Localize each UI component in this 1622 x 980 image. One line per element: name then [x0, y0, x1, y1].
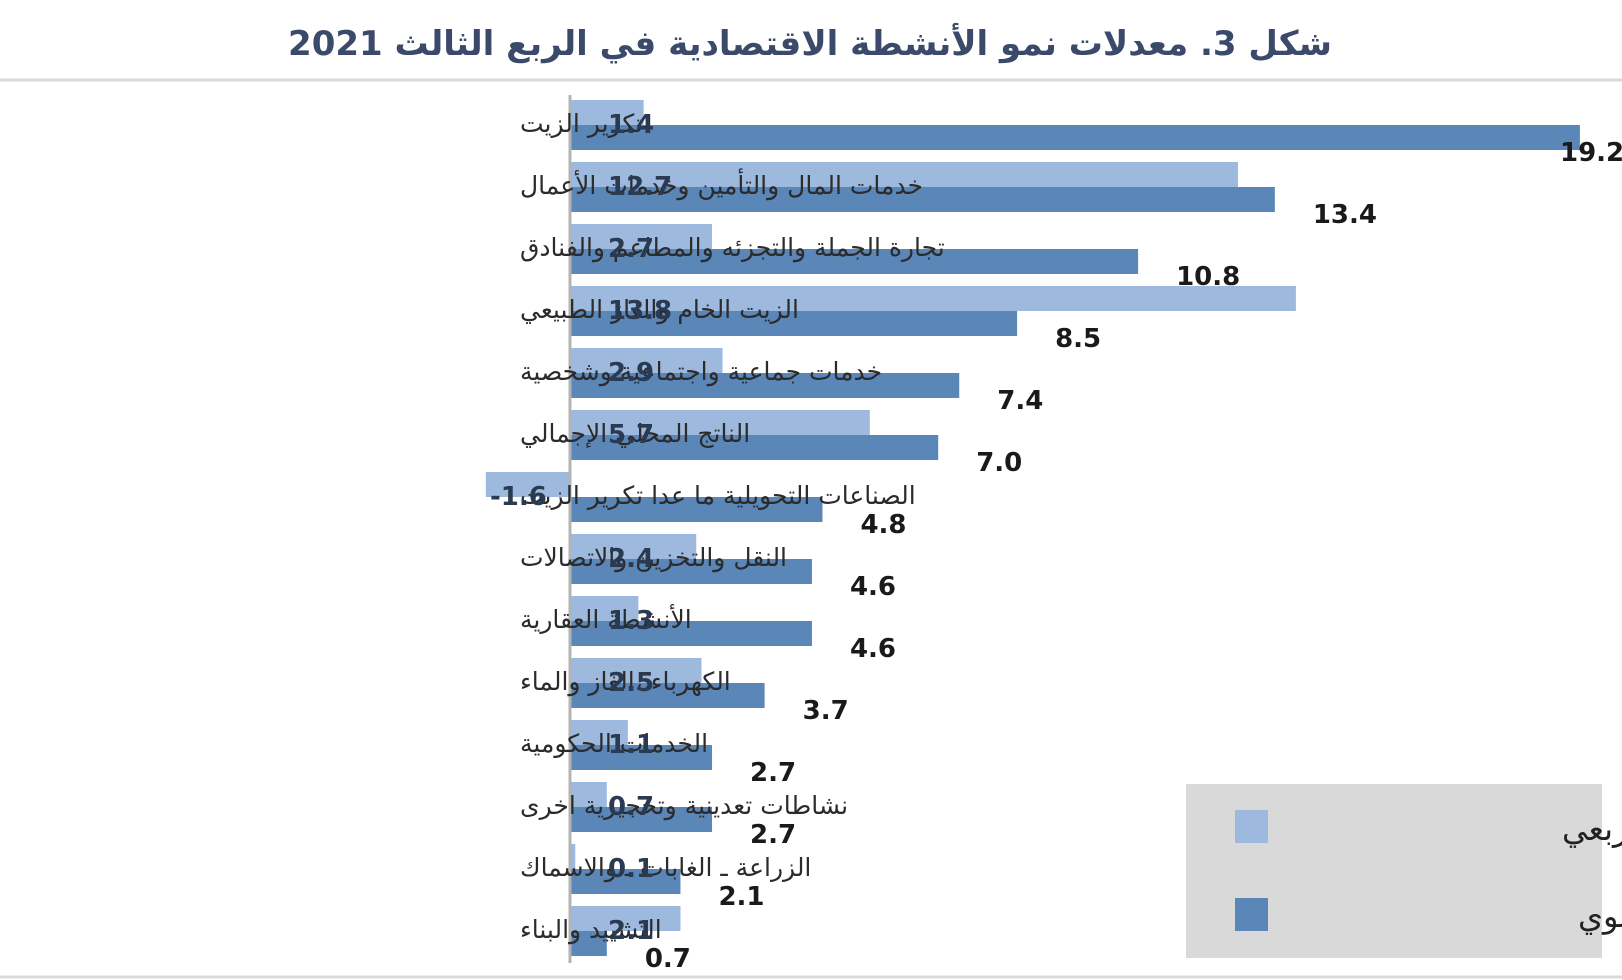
bar-annual-10: [570, 745, 713, 770]
chart-title: شكل 3. معدلات نمو الأنشطة الاقتصادية في …: [288, 22, 1332, 64]
category-label-2: تجارة الجملة والتجزئه والمطاعم والفنادق: [520, 233, 945, 263]
category-label-10: الخدمات الحكومية: [520, 729, 708, 758]
value-label-annual-5: 7.0: [976, 448, 1022, 478]
bar-annual-5: [570, 435, 939, 460]
bar-annual-13: [570, 931, 607, 956]
value-label-quarterly-10: 1.1: [608, 730, 654, 760]
value-label-quarterly-12: 0.1: [608, 854, 654, 884]
category-label-5: الناتج المحلي الإجمالي: [520, 419, 750, 449]
legend: على أساس ربعي على أساس سنوي: [1186, 784, 1622, 958]
bar-quarterly-7: [570, 534, 697, 559]
value-labels: 1.4 19.2 12.7 13.4 2.7 10.8 13.8 8.5 2.9 7.4 5.7 7.…: [490, 110, 1622, 974]
bar-quarterly-8: [570, 596, 639, 621]
category-label-12: الزراعة ـ الغابات ـ والاسماك: [520, 853, 811, 883]
value-label-quarterly-8: 1.3: [608, 606, 654, 636]
bar-quarterly-9: [570, 658, 702, 683]
value-label-quarterly-2: 2.7: [608, 234, 654, 264]
category-label-13: التشييد والبناء: [520, 915, 662, 945]
bar-annual-9: [570, 683, 765, 708]
value-label-annual-4: 7.4: [997, 386, 1043, 416]
bar-quarterly-0: [570, 100, 644, 125]
bar-annual-6: [570, 497, 823, 522]
category-label-9: الكهرباء ،الغاز والماء: [520, 667, 731, 697]
value-label-quarterly-13: 2.1: [608, 916, 654, 946]
category-label-7: النقل والتخزين والاتصالات: [520, 543, 787, 573]
bar-quarterly-13: [570, 906, 681, 931]
value-label-annual-10: 2.7: [750, 758, 796, 788]
bar-quarterly-2: [570, 224, 713, 249]
legend-swatch-annual: [1235, 898, 1268, 931]
bar-quarterly-10: [570, 720, 628, 745]
bar-annual-0: [570, 125, 1580, 150]
value-label-annual-9: 3.7: [803, 696, 849, 726]
value-label-annual-8: 4.6: [850, 634, 896, 664]
bar-annual-1: [570, 187, 1275, 212]
bars-group: [485, 100, 1580, 956]
value-label-annual-3: 8.5: [1055, 324, 1101, 354]
value-label-quarterly-0: 1.4: [608, 110, 654, 140]
legend-label-annual: على أساس سنوي: [1578, 895, 1622, 935]
value-label-quarterly-11: 0.7: [608, 792, 654, 822]
category-label-8: الأنشطة العقارية: [520, 603, 692, 634]
category-label-11: نشاطات تعدينية وتحجيرية اخرى: [520, 791, 848, 821]
value-label-annual-12: 2.1: [718, 882, 764, 912]
value-label-annual-6: 4.8: [860, 510, 906, 540]
value-label-annual-0: 19.2: [1560, 138, 1622, 168]
category-label-1: خدمات المال والتأمين وخدمات الأعمال: [520, 167, 923, 201]
bar-quarterly-1: [570, 162, 1239, 187]
value-label-quarterly-1: 12.7: [608, 172, 672, 202]
value-label-quarterly-3: 13.8: [608, 296, 672, 326]
bar-annual-12: [570, 869, 681, 894]
value-label-annual-7: 4.6: [850, 572, 896, 602]
value-label-quarterly-4: 2.9: [608, 358, 654, 388]
category-label-6: الصناعات التحويلية ما عدا تكرير الزيت: [520, 481, 916, 510]
legend-label-quarterly: على أساس ربعي: [1562, 808, 1622, 848]
category-label-0: تكرير الزيت: [520, 109, 643, 138]
value-label-quarterly-6: -1.6: [490, 482, 547, 512]
bar-quarterly-6: [485, 472, 570, 497]
category-labels: تكرير الزيت خدمات المال والتأمين وخدمات ا…: [520, 109, 945, 945]
value-label-annual-1: 13.4: [1313, 200, 1377, 230]
bar-annual-2: [570, 249, 1139, 274]
value-label-annual-11: 2.7: [750, 820, 796, 850]
value-label-quarterly-5: 5.7: [608, 420, 654, 450]
value-label-annual-2: 10.8: [1176, 262, 1240, 292]
bar-annual-4: [570, 373, 960, 398]
bar-quarterly-5: [570, 410, 870, 435]
bar-quarterly-12: [570, 844, 576, 869]
category-label-3: الزيت الخام والغاز الطبيعي: [520, 295, 799, 325]
bar-quarterly-4: [570, 348, 723, 373]
bar-quarterly-3: [570, 286, 1296, 311]
value-label-quarterly-9: 2.5: [608, 668, 654, 698]
bar-annual-3: [570, 311, 1018, 336]
bar-quarterly-11: [570, 782, 607, 807]
value-label-quarterly-7: 2.4: [608, 544, 654, 574]
bar-annual-11: [570, 807, 713, 832]
category-label-4: خدمات جماعية واجتماعية وشخصية: [520, 357, 882, 387]
bar-annual-7: [570, 559, 812, 584]
value-label-annual-13: 0.7: [645, 944, 691, 974]
legend-swatch-quarterly: [1235, 810, 1268, 843]
bar-annual-8: [570, 621, 812, 646]
